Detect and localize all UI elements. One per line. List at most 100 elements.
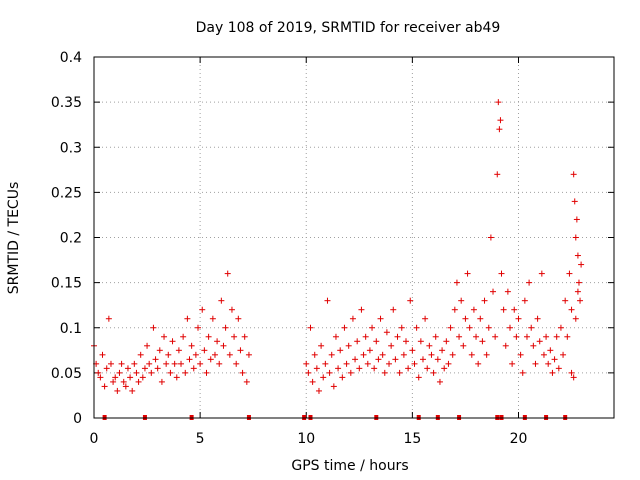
data-point: [388, 342, 395, 349]
data-point: [456, 333, 463, 340]
data-point: [392, 356, 399, 363]
data-point: [315, 387, 322, 394]
data-point: [383, 329, 390, 336]
data-point: [303, 360, 310, 367]
data-point: [428, 351, 435, 358]
data-point: [211, 351, 218, 358]
data-point: [495, 99, 502, 106]
data-point: [443, 338, 450, 345]
data-point: [373, 338, 380, 345]
data-point: [122, 383, 129, 390]
data-point: [564, 333, 571, 340]
data-point: [148, 369, 155, 376]
data-point: [95, 369, 102, 376]
data-point: [241, 333, 248, 340]
data-point: [209, 315, 216, 322]
data-point: [483, 351, 490, 358]
y-tick-label: 0.25: [51, 185, 82, 201]
data-point: [560, 351, 567, 358]
data-point: [222, 324, 229, 331]
data-point: [487, 234, 494, 241]
data-point: [150, 324, 157, 331]
data-point: [197, 360, 204, 367]
data-point: [494, 171, 501, 178]
data-point: [430, 369, 437, 376]
data-point: [239, 369, 246, 376]
data-point: [570, 171, 577, 178]
grid: [94, 57, 614, 418]
data-point: [224, 270, 231, 277]
data-point: [441, 365, 448, 372]
data-point: [573, 216, 580, 223]
data-point: [360, 351, 367, 358]
y-tick-label: 0.1: [60, 321, 82, 337]
data-point: [407, 297, 414, 304]
data-point: [332, 333, 339, 340]
data-point: [403, 338, 409, 345]
data-point: [345, 342, 352, 349]
data-point: [528, 324, 535, 331]
data-point: [171, 360, 178, 367]
data-point: [490, 288, 497, 295]
data-point: [479, 338, 486, 345]
data-point: [468, 351, 475, 358]
data-point: [413, 324, 420, 331]
data-point: [118, 360, 125, 367]
y-axis-title: SRMTID / TECUs: [6, 182, 22, 295]
data-point: [500, 306, 507, 313]
y-tick-label: 0.15: [51, 276, 82, 292]
data-point: [394, 333, 401, 340]
data-point: [568, 306, 575, 313]
data-point: [555, 365, 562, 372]
data-point: [178, 360, 185, 367]
data-point: [356, 365, 363, 372]
data-point: [534, 315, 541, 322]
data-point: [540, 351, 547, 358]
data-point: [571, 198, 578, 205]
data-point: [477, 315, 484, 322]
data-point: [530, 342, 537, 349]
data-point: [201, 347, 208, 354]
data-point: [354, 338, 361, 345]
data-point: [216, 360, 223, 367]
data-point: [152, 356, 159, 363]
data-point: [139, 374, 146, 381]
data-point: [536, 338, 543, 345]
data-point: [335, 365, 342, 372]
x-tick-label: 0: [90, 431, 99, 447]
data-point: [509, 360, 516, 367]
data-point: [343, 360, 350, 367]
data-point: [144, 342, 151, 349]
data-point: [545, 360, 552, 367]
data-point: [358, 306, 365, 313]
data-point: [434, 356, 441, 363]
data-point: [182, 369, 189, 376]
data-point: [549, 369, 556, 376]
data-point: [451, 306, 458, 313]
data-point: [538, 270, 545, 277]
x-tick-label: 15: [403, 431, 421, 447]
x-axis-title: GPS time / hours: [291, 458, 408, 474]
data-point: [124, 365, 131, 372]
data-point: [318, 342, 325, 349]
x-tick-label: 5: [196, 431, 205, 447]
data-point: [245, 351, 252, 358]
data-point: [458, 297, 465, 304]
data-point: [154, 365, 161, 372]
data-point: [566, 270, 573, 277]
data-point: [439, 347, 446, 354]
data-point: [521, 297, 528, 304]
data-point: [337, 347, 344, 354]
data-point: [386, 360, 393, 367]
data-point: [415, 374, 422, 381]
data-point: [553, 333, 560, 340]
data-point: [497, 117, 504, 124]
data-point: [470, 306, 477, 313]
data-point: [218, 297, 225, 304]
data-point: [186, 356, 193, 363]
data-point: [473, 333, 480, 340]
y-tick-label: 0.35: [51, 95, 82, 111]
x-tick-label: 20: [510, 431, 528, 447]
